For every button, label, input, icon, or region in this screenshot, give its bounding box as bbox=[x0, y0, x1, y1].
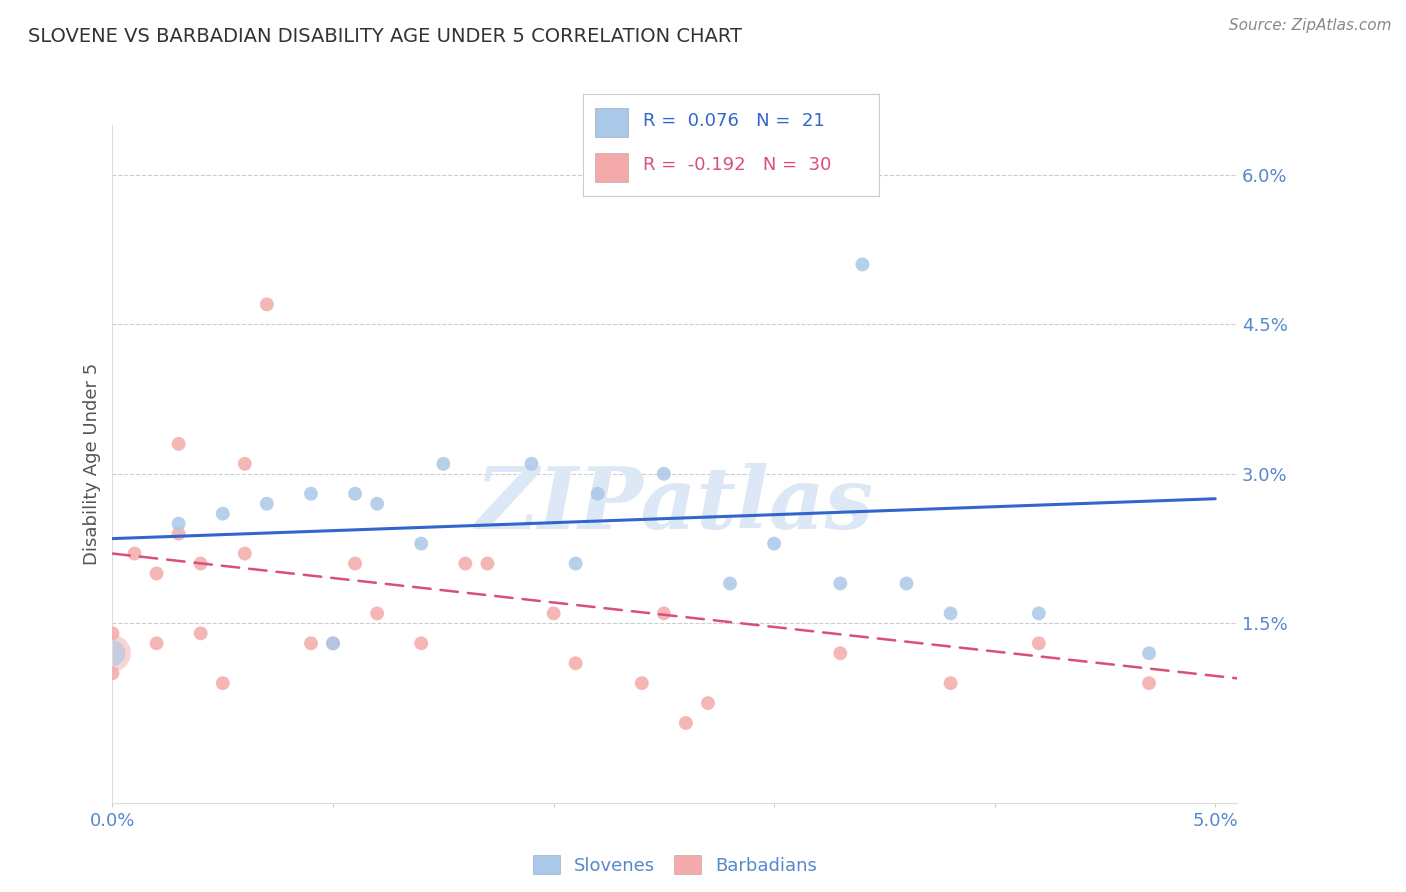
Point bbox=[145, 636, 167, 650]
Point bbox=[564, 657, 586, 671]
Point bbox=[167, 526, 190, 541]
Point bbox=[190, 557, 212, 571]
Point bbox=[124, 547, 146, 561]
Point bbox=[322, 636, 344, 650]
Point bbox=[1137, 646, 1160, 660]
Point bbox=[851, 257, 873, 271]
Text: SLOVENE VS BARBADIAN DISABILITY AGE UNDER 5 CORRELATION CHART: SLOVENE VS BARBADIAN DISABILITY AGE UNDE… bbox=[28, 27, 742, 45]
Point bbox=[939, 607, 962, 621]
Text: Source: ZipAtlas.com: Source: ZipAtlas.com bbox=[1229, 18, 1392, 33]
Point bbox=[190, 626, 212, 640]
Point bbox=[520, 457, 543, 471]
Point bbox=[256, 297, 278, 311]
Point bbox=[564, 557, 586, 571]
Point bbox=[675, 716, 697, 731]
Text: R =  0.076   N =  21: R = 0.076 N = 21 bbox=[643, 112, 824, 130]
Point bbox=[1137, 676, 1160, 690]
Legend: Slovenes, Barbadians: Slovenes, Barbadians bbox=[526, 848, 824, 882]
Point bbox=[167, 516, 190, 531]
Point bbox=[543, 607, 565, 621]
Point bbox=[211, 676, 233, 690]
Point bbox=[763, 536, 786, 550]
Point bbox=[256, 497, 278, 511]
Point bbox=[211, 507, 233, 521]
Point bbox=[896, 576, 918, 591]
Text: R =  -0.192   N =  30: R = -0.192 N = 30 bbox=[643, 156, 831, 175]
Point bbox=[299, 487, 322, 501]
Point bbox=[454, 557, 477, 571]
Point bbox=[366, 607, 388, 621]
Point bbox=[322, 636, 344, 650]
Point bbox=[830, 576, 852, 591]
Bar bbox=[595, 153, 627, 182]
Point bbox=[1028, 636, 1050, 650]
Point bbox=[586, 487, 609, 501]
Point bbox=[366, 497, 388, 511]
Point bbox=[299, 636, 322, 650]
Point bbox=[1028, 607, 1050, 621]
Point bbox=[101, 646, 124, 660]
Point bbox=[652, 607, 675, 621]
Point bbox=[652, 467, 675, 481]
Text: ZIPatlas: ZIPatlas bbox=[475, 463, 875, 546]
Point bbox=[101, 646, 124, 660]
Point bbox=[411, 636, 433, 650]
Point bbox=[344, 487, 367, 501]
Point bbox=[718, 576, 741, 591]
Point bbox=[145, 566, 167, 581]
Point bbox=[233, 547, 256, 561]
Point bbox=[167, 437, 190, 451]
Point bbox=[830, 646, 852, 660]
Point bbox=[697, 696, 720, 710]
Y-axis label: Disability Age Under 5: Disability Age Under 5 bbox=[83, 363, 101, 565]
Point bbox=[477, 557, 499, 571]
Point bbox=[432, 457, 454, 471]
Point bbox=[233, 457, 256, 471]
Point bbox=[344, 557, 367, 571]
Point bbox=[630, 676, 652, 690]
Point bbox=[411, 536, 433, 550]
Bar bbox=[595, 108, 627, 136]
Point bbox=[101, 666, 124, 681]
Point bbox=[101, 626, 124, 640]
Point bbox=[939, 676, 962, 690]
